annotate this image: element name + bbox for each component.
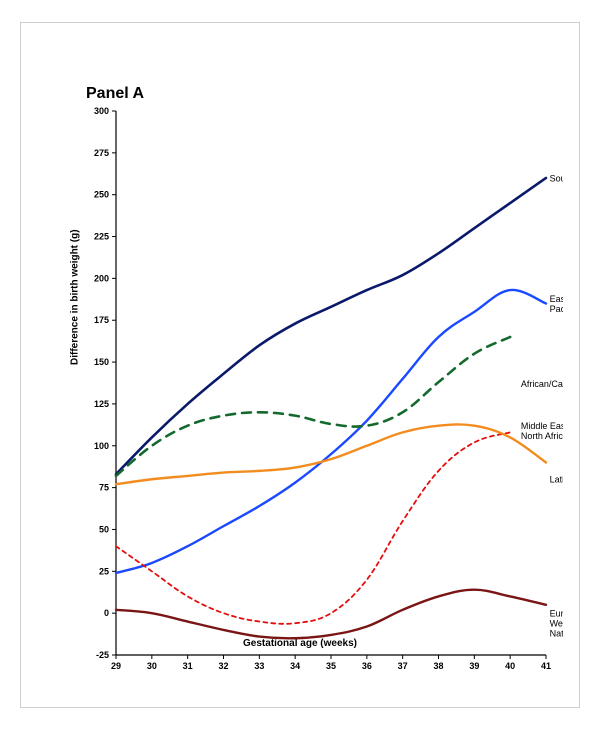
svg-text:41: 41: [541, 661, 551, 671]
svg-text:29: 29: [111, 661, 121, 671]
chart-frame: Panel A Difference in birth weight (g) G…: [20, 22, 580, 708]
svg-text:100: 100: [94, 441, 109, 451]
svg-text:African/Caribbean: African/Caribbean: [521, 379, 563, 389]
svg-text:39: 39: [469, 661, 479, 671]
svg-text:East Asian/Pacific Islander: East Asian/Pacific Islander: [550, 294, 563, 314]
svg-text:36: 36: [362, 661, 372, 671]
svg-text:35: 35: [326, 661, 336, 671]
svg-text:34: 34: [290, 661, 300, 671]
svg-text:25: 25: [99, 566, 109, 576]
svg-text:0: 0: [104, 608, 109, 618]
svg-text:30: 30: [147, 661, 157, 671]
svg-text:50: 50: [99, 524, 109, 534]
chart-svg: -25 0 25 50 75 100 125 150 175 200 225 250 275 300 29 3…: [71, 83, 563, 693]
svg-text:40: 40: [505, 661, 515, 671]
svg-text:300: 300: [94, 106, 109, 116]
svg-text:South Asian: South Asian: [550, 173, 563, 183]
svg-text:37: 37: [398, 661, 408, 671]
svg-text:225: 225: [94, 232, 109, 242]
svg-text:32: 32: [218, 661, 228, 671]
svg-text:150: 150: [94, 357, 109, 367]
page: Panel A Difference in birth weight (g) G…: [0, 0, 600, 730]
svg-text:European/WesternNations: European/WesternNations: [550, 609, 563, 639]
svg-text:-25: -25: [96, 650, 109, 660]
svg-text:31: 31: [183, 661, 193, 671]
svg-text:275: 275: [94, 148, 109, 158]
svg-text:125: 125: [94, 399, 109, 409]
svg-text:38: 38: [433, 661, 443, 671]
svg-text:Middle Eastern/North African: Middle Eastern/North African: [521, 421, 563, 441]
svg-text:75: 75: [99, 483, 109, 493]
svg-text:33: 33: [254, 661, 264, 671]
svg-text:250: 250: [94, 190, 109, 200]
svg-text:Latin American: Latin American: [550, 475, 563, 485]
chart-plot: -25 0 25 50 75 100 125 150 175 200 225 250 275 300 29 3…: [71, 83, 563, 693]
svg-text:175: 175: [94, 315, 109, 325]
svg-text:200: 200: [94, 273, 109, 283]
